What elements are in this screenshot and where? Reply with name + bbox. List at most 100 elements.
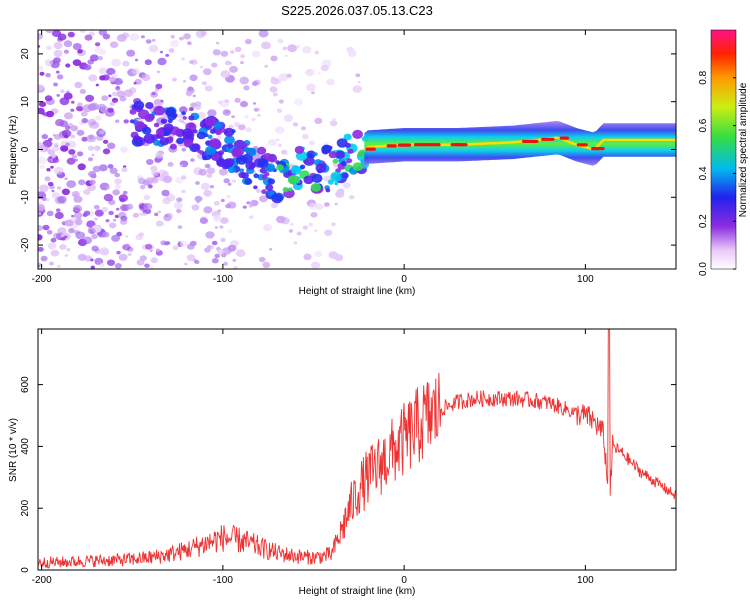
band-peak (423, 143, 441, 147)
noise-blob (301, 126, 306, 131)
noise-blob (213, 215, 222, 222)
noise-blob (38, 246, 44, 252)
noise-blob (276, 108, 283, 114)
ridge-blob (218, 150, 225, 156)
noise-blob (136, 259, 145, 266)
ridge-blob (313, 152, 318, 156)
noise-blob (101, 249, 109, 256)
colorbar: 0.0 0.2 0.4 0.6 0.8 Normalized spectral ampl… (698, 29, 749, 276)
noise-blob (258, 256, 266, 263)
noise-blob (275, 126, 285, 134)
noise-blob (73, 195, 83, 203)
noise-blob (131, 68, 140, 75)
ridge-blob (343, 133, 352, 141)
noise-blob (314, 250, 323, 257)
noise-blob (87, 145, 95, 151)
noise-blob (113, 218, 117, 222)
spectrogram-ridge-blobs (129, 100, 370, 204)
noise-blob (59, 97, 70, 106)
ridge-blob (231, 129, 236, 134)
noise-blob (138, 232, 144, 237)
noise-blob (53, 166, 64, 175)
noise-blob (115, 119, 120, 123)
noise-blob (140, 35, 145, 39)
noise-blob (77, 151, 84, 157)
ridge-blob (142, 126, 152, 135)
noise-blob (258, 30, 269, 38)
noise-blob (46, 210, 54, 217)
noise-blob (128, 87, 137, 94)
noise-blob (220, 237, 226, 243)
ridge-blob (276, 164, 284, 171)
spectrogram-coherent-band (363, 121, 676, 167)
ridge-blob (259, 167, 268, 174)
ridge-blob (204, 116, 217, 127)
noise-blob (116, 250, 121, 255)
spectrogram-y-label: Frequency (Hz) (8, 116, 19, 185)
noise-blob (67, 31, 75, 38)
noise-blob (98, 30, 107, 36)
noise-blob (125, 203, 134, 210)
ridge-blob (241, 172, 249, 179)
noise-blob (83, 64, 92, 71)
noise-blob (314, 117, 323, 125)
ridge-blob (310, 183, 322, 192)
noise-blob (98, 129, 106, 135)
ridge-blob (211, 153, 220, 161)
noise-blob (201, 81, 208, 86)
noise-blob (270, 76, 276, 81)
noise-blob (261, 41, 271, 50)
noise-blob (56, 264, 61, 268)
noise-blob (288, 229, 294, 233)
ridge-blob (321, 144, 332, 154)
noise-blob (328, 251, 339, 259)
noise-blob (80, 30, 86, 34)
ridge-blob (256, 146, 267, 155)
noise-blob (139, 184, 146, 190)
noise-blob (209, 185, 214, 189)
noise-blob (38, 225, 43, 232)
noise-blob (101, 95, 109, 101)
noise-blob (151, 38, 156, 42)
ridge-blob (176, 137, 185, 145)
noise-blob (71, 214, 75, 218)
noise-blob (176, 208, 182, 214)
noise-blob (296, 231, 302, 236)
noise-blob (156, 70, 160, 74)
noise-blob (179, 106, 188, 114)
noise-blob (68, 227, 75, 234)
noise-blob (317, 72, 321, 75)
ridge-blob (155, 128, 165, 136)
noise-blob (72, 204, 83, 213)
ridge-blob (188, 115, 195, 121)
noise-blob (133, 81, 137, 85)
noise-blob (66, 157, 76, 165)
ridge-blob (245, 161, 256, 170)
noise-blob (53, 82, 58, 87)
noise-blob (127, 252, 132, 257)
noise-blob (44, 59, 54, 67)
noise-blob (181, 147, 187, 152)
x-tick-label: 0 (401, 575, 407, 586)
noise-blob (223, 178, 230, 184)
noise-blob (114, 178, 122, 185)
noise-blob (63, 40, 73, 48)
noise-blob (138, 212, 144, 217)
noise-blob (199, 65, 204, 69)
noise-blob (107, 259, 115, 266)
x-tick-label: -100 (213, 575, 233, 586)
noise-blob (270, 55, 278, 62)
noise-blob (244, 115, 249, 119)
noise-blob (199, 217, 208, 224)
noise-blob (87, 118, 97, 126)
noise-blob (38, 211, 42, 216)
noise-blob (164, 213, 169, 218)
noise-blob (83, 189, 91, 195)
noise-blob (54, 134, 62, 140)
y-tick-label: 200 (20, 499, 31, 516)
noise-blob (143, 202, 153, 211)
noise-blob (118, 253, 128, 261)
noise-blob (111, 91, 118, 97)
noise-blob (283, 114, 294, 122)
